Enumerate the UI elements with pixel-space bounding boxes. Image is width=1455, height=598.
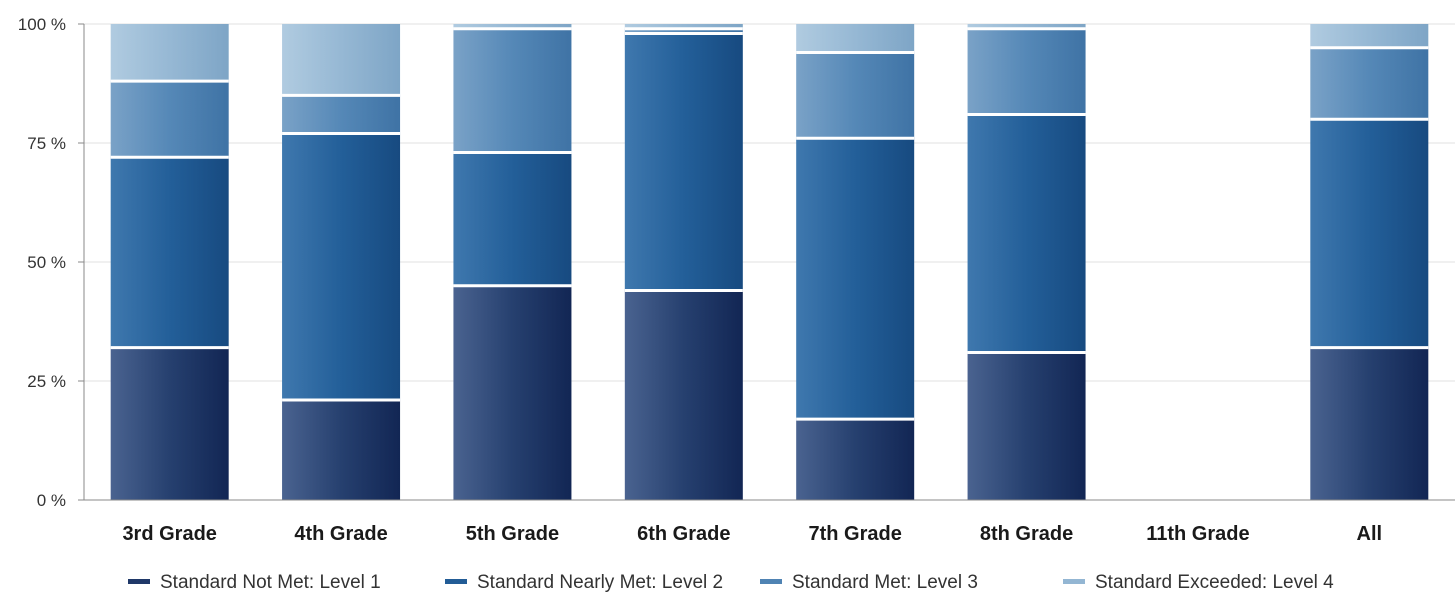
bar-segment — [1310, 119, 1429, 348]
x-tick-label: 11th Grade — [1146, 523, 1249, 545]
bar-segment — [967, 114, 1086, 353]
bar-segment — [282, 133, 401, 401]
legend-label: Standard Met: Level 3 — [792, 572, 978, 593]
x-tick-label: 4th Grade — [294, 523, 387, 545]
y-tick-label: 0 % — [37, 491, 66, 510]
bar-segment — [796, 52, 915, 139]
bar-segment — [453, 24, 572, 29]
bar-segment — [624, 290, 743, 500]
legend: Standard Not Met: Level 1 Standard Nearly… — [128, 572, 1334, 593]
bar-segment — [110, 24, 229, 82]
bar-segment — [110, 81, 229, 158]
bar-segment — [624, 24, 743, 29]
bar-segment — [110, 347, 229, 500]
bar-segment — [1310, 347, 1429, 500]
y-tick-label: 50 % — [27, 253, 66, 272]
bar-segment — [110, 157, 229, 348]
legend-label: Standard Exceeded: Level 4 — [1095, 572, 1334, 593]
bar-segment — [624, 33, 743, 291]
bar-segment — [796, 419, 915, 500]
x-tick-label: All — [1357, 523, 1383, 545]
x-tick-label: 3rd Grade — [122, 523, 216, 545]
bar-segment — [1310, 24, 1429, 48]
bar-segment — [453, 152, 572, 286]
bar-segment — [282, 400, 401, 500]
legend-label: Standard Not Met: Level 1 — [160, 572, 381, 593]
y-tick-label: 25 % — [27, 372, 66, 391]
x-tick-label: 7th Grade — [809, 523, 902, 545]
bar-segment — [967, 352, 1086, 500]
bar-segment — [1310, 47, 1429, 120]
y-tick-label: 75 % — [27, 134, 66, 153]
y-axis: 0 % 25 % 50 % 75 % 100 % — [18, 15, 85, 510]
bar-segment — [453, 285, 572, 500]
bar-segment — [796, 138, 915, 420]
y-tick-label: 100 % — [18, 15, 66, 34]
bar-segment — [453, 28, 572, 153]
x-tick-label: 6th Grade — [637, 523, 730, 545]
bar-segment — [967, 24, 1086, 29]
legend-swatch — [445, 579, 467, 584]
x-tick-label: 8th Grade — [980, 523, 1073, 545]
x-axis: 3rd Grade 4th Grade 5th Grade 6th Grade 7th … — [84, 499, 1455, 545]
bar-segment — [282, 95, 401, 134]
bar-segment — [624, 28, 743, 34]
bar-segment — [796, 24, 915, 53]
x-tick-label: 5th Grade — [466, 523, 559, 545]
legend-label: Standard Nearly Met: Level 2 — [477, 572, 723, 593]
legend-swatch — [128, 579, 150, 584]
bars — [110, 24, 1429, 500]
bar-segment — [967, 28, 1086, 115]
legend-swatch — [1063, 579, 1085, 584]
legend-swatch — [760, 579, 782, 584]
bar-segment — [282, 24, 401, 96]
